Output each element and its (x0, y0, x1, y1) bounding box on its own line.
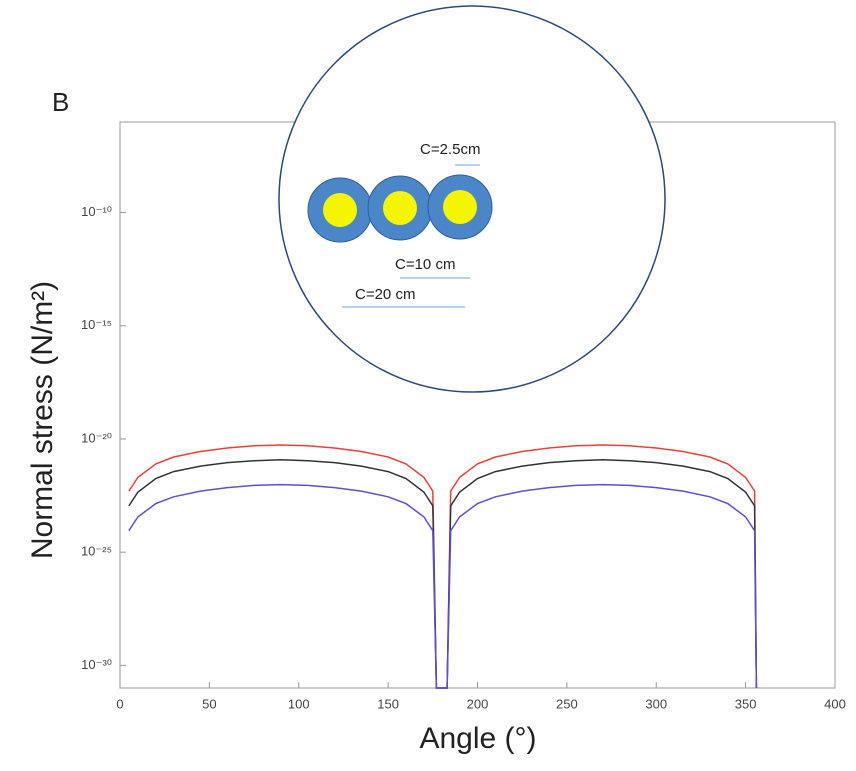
y-tick-label: 10⁻¹⁵ (81, 317, 112, 332)
x-axis-label: Angle (°) (419, 722, 536, 755)
cable-core (443, 190, 477, 224)
series-line (128, 483, 758, 689)
cable-core (383, 191, 417, 225)
cable-core (323, 193, 357, 227)
y-axis-label: Normal stress (N/m²) (26, 281, 59, 559)
x-tick-label: 50 (202, 696, 216, 711)
series-line (128, 459, 758, 689)
inset-label: C=10 cm (395, 256, 455, 273)
x-tick-label: 0 (116, 696, 123, 711)
inset-label: C=20 cm (355, 286, 415, 303)
y-tick-label: 10⁻²⁵ (81, 544, 112, 559)
x-tick-label: 300 (645, 696, 667, 711)
x-tick-label: 150 (377, 696, 399, 711)
x-tick-label: 200 (467, 696, 489, 711)
y-tick-label: 10⁻²⁰ (81, 430, 112, 445)
y-tick-label: 10⁻³⁰ (81, 657, 112, 672)
y-tick-label: 10⁻¹⁰ (81, 204, 112, 219)
x-tick-label: 250 (556, 696, 578, 711)
x-tick-label: 400 (824, 696, 846, 711)
series-line (128, 444, 758, 689)
inset-label: C=2.5cm (420, 141, 480, 158)
data-layer: 0 50 100 150 200 250 300 350 400 10⁻³⁰ 10⁻²⁵ 10⁻²⁰ 1… (81, 204, 846, 711)
x-tick-label: 100 (288, 696, 310, 711)
x-tick-label: 350 (735, 696, 757, 711)
inset: C=2.5cm C=10 cm C=20 cm (278, 5, 666, 393)
panel-label: B (52, 87, 69, 117)
